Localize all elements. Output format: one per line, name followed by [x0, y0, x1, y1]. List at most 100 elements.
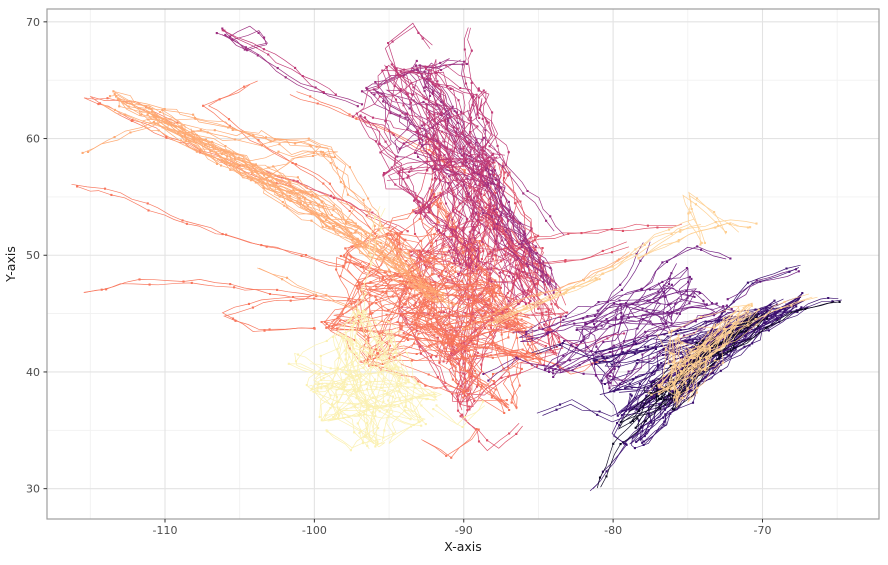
trajectory-path	[223, 294, 315, 330]
trajectory-path	[493, 224, 690, 324]
trajectory-path	[309, 315, 388, 440]
trajectory-path	[596, 418, 638, 489]
trajectory-path	[207, 84, 378, 237]
trajectory-path	[350, 310, 391, 368]
trajectory-path	[638, 222, 749, 259]
trajectory-path	[289, 94, 465, 175]
trajectory-path	[645, 219, 757, 255]
trajectory-path	[320, 334, 424, 438]
trajectory-path	[369, 91, 526, 243]
trajectory-path	[669, 309, 772, 410]
trajectory-path	[542, 394, 673, 417]
trajectory-path	[331, 232, 496, 345]
trajectory-path	[326, 284, 541, 414]
trajectory-path	[688, 194, 727, 245]
trajectory-path	[216, 30, 267, 51]
trajectory-path	[257, 267, 359, 312]
trajectory-path	[119, 99, 360, 238]
trajectory-path	[658, 323, 726, 408]
trajectory-path	[115, 96, 406, 267]
trajectory-path	[358, 337, 434, 418]
x-tick-label: -110	[153, 524, 178, 537]
trajectory-path	[258, 267, 358, 311]
trajectory-path	[271, 173, 408, 232]
trajectory-path	[687, 191, 740, 244]
trajectory-path	[330, 234, 465, 394]
y-tick-labels: 30 40 50 60 70	[26, 16, 40, 496]
trajectory-path	[423, 428, 477, 459]
trajectory-path	[586, 282, 673, 334]
trajectory-path	[335, 257, 438, 367]
trajectory-path	[494, 277, 596, 320]
trajectory-path	[332, 233, 481, 395]
trajectory-path	[620, 373, 671, 423]
trajectory-path	[314, 382, 436, 402]
trajectory-path	[224, 30, 337, 95]
trajectory-path	[306, 310, 366, 421]
y-tick-label: 30	[26, 483, 40, 496]
trajectory-path	[552, 267, 695, 371]
trajectory-path	[496, 224, 701, 324]
trajectory-path	[222, 25, 269, 51]
trajectory-path	[419, 141, 535, 357]
trajectory-path	[666, 293, 810, 390]
trajectory-path	[384, 25, 431, 139]
series-cream-east	[488, 191, 818, 408]
trajectory-path	[222, 29, 324, 93]
trajectory-point-markers	[221, 29, 626, 348]
trajectory-path	[101, 103, 415, 275]
gridlines-major	[47, 9, 879, 519]
x-tick-label: -80	[604, 524, 622, 537]
trajectory-path	[494, 218, 695, 328]
trajectory-path	[461, 414, 520, 452]
trajectory-path	[476, 139, 555, 232]
x-tick-label: -100	[302, 524, 327, 537]
trajectory-path	[221, 34, 358, 107]
trajectory-path	[344, 254, 528, 357]
trajectory-path	[535, 344, 597, 361]
trajectory-path	[311, 330, 409, 405]
trajectory-path	[460, 415, 523, 449]
trajectory-path	[656, 333, 679, 401]
trajectory-path	[512, 288, 717, 385]
trajectory-path	[307, 384, 397, 443]
trajectory-path	[401, 280, 510, 411]
y-tick-label: 70	[26, 16, 40, 29]
x-axis-title: X-axis	[444, 539, 482, 554]
trajectory-path	[381, 64, 509, 302]
x-tick-labels: -110 -100 -90 -80 -70	[153, 524, 772, 537]
trajectory-path	[83, 279, 361, 303]
trajectory-path	[531, 342, 604, 358]
trajectory-path	[543, 324, 618, 353]
trajectory-path	[421, 429, 479, 457]
trajectory-path	[295, 309, 381, 406]
y-tick-label: 50	[26, 249, 40, 262]
trajectory-path	[71, 183, 344, 268]
trajectory-path	[353, 311, 402, 439]
trajectory-path	[600, 420, 646, 488]
trajectory-path	[425, 65, 494, 273]
trajectory-path	[467, 27, 478, 115]
trajectory-path	[536, 395, 677, 423]
trajectory-path	[493, 278, 600, 319]
y-tick-label: 60	[26, 133, 40, 146]
trajectory-path	[668, 303, 750, 364]
trajectory-path	[353, 207, 386, 325]
trajectory-path	[463, 251, 630, 330]
trajectory-path	[641, 246, 727, 290]
trajectory-path	[202, 80, 376, 234]
trajectory-point-markers	[287, 217, 485, 452]
trajectory-path	[361, 58, 546, 293]
trajectory-path	[591, 298, 800, 449]
trajectory-series-layer	[71, 22, 842, 492]
series-magenta-north	[221, 22, 626, 353]
trajectory-path	[87, 120, 195, 153]
trajectory-path	[539, 276, 728, 374]
trajectory-path	[661, 304, 752, 405]
trajectory-path	[581, 281, 663, 384]
trajectory-path	[463, 27, 480, 119]
trajectory-path	[326, 430, 368, 451]
series-pale-yellow-central	[287, 205, 486, 452]
trajectory-path	[327, 431, 381, 449]
